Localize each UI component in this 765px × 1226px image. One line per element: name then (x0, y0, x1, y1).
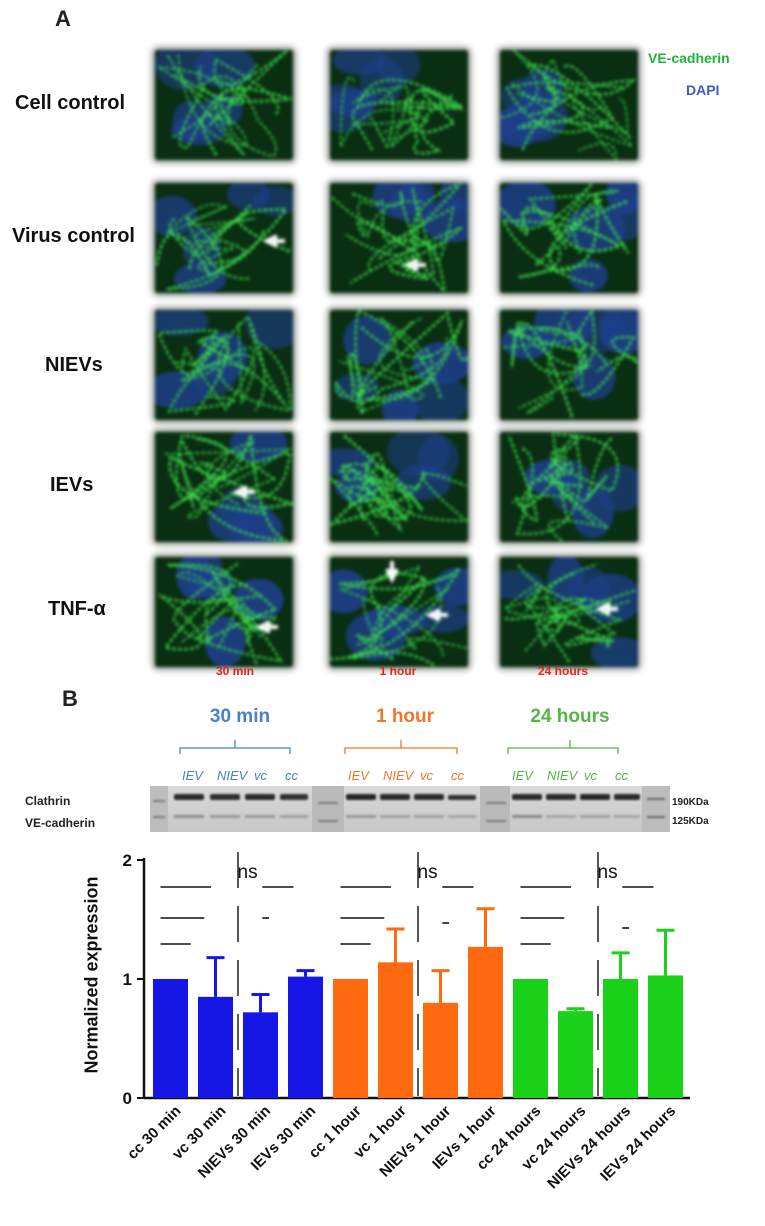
legend-ve-cadherin: VE-cadherin (648, 50, 730, 66)
marker-190kda: 190KDa (672, 797, 709, 808)
lane-label-niev-1: NIEV (217, 768, 248, 783)
lane-label-iev-2: IEV (348, 768, 369, 783)
lane-label-vc-3: vc (584, 768, 597, 783)
panel-b-letter: B (62, 686, 78, 711)
marker-125kda: 125KDa (672, 816, 709, 827)
bar-4 (288, 976, 323, 1098)
time-label-30-min: 30 min (215, 664, 254, 678)
micrograph-r4-c2 (330, 432, 468, 542)
blot-header-30-min: 30 min (209, 706, 271, 727)
micrograph-r5-c1 (155, 557, 293, 667)
time-label-1-hour: 1 hour (379, 664, 417, 678)
bar-2 (198, 996, 233, 1098)
legend-dapi: DAPI (686, 82, 720, 98)
bar-1 (153, 979, 188, 1098)
blot-label-ve-cadherin: VE-cadherin (25, 816, 96, 830)
bar-8 (468, 946, 503, 1098)
lane-label-cc-2: cc (451, 768, 464, 783)
row-label-virus-control: Virus control (12, 225, 135, 247)
ns-label-2: ns (418, 862, 438, 883)
bar-12 (648, 975, 683, 1098)
bar-11 (603, 979, 638, 1098)
blot-label-clathrin: Clathrin (25, 794, 71, 808)
micrograph-r2-c2 (330, 183, 468, 293)
micrograph-r3-c3 (500, 310, 638, 420)
lane-label-vc-1: vc (254, 768, 267, 783)
bar-5 (333, 979, 368, 1098)
time-label-24-hours: 24 hours (537, 664, 588, 678)
lane-label-cc-3: cc (615, 768, 628, 783)
blot-header-24-hours: 24 hours (530, 706, 610, 727)
micrograph-r2-c1 (155, 183, 293, 293)
row-label-nievs: NIEVs (45, 354, 103, 376)
western-blot-image (150, 786, 670, 832)
y-tick-label-0: 0 (123, 1089, 132, 1108)
ns-label-1: ns (238, 862, 258, 883)
blot-group-brackets (179, 740, 619, 754)
lane-label-iev-3: IEV (512, 768, 533, 783)
micrograph-r2-c3 (500, 183, 638, 293)
bar-3 (243, 1012, 278, 1098)
bar-10 (558, 1011, 593, 1098)
ns-label-3: ns (598, 862, 618, 883)
micrograph-r4-c3 (500, 432, 638, 542)
row-label-tnf-alpha: TNF-α (48, 598, 106, 620)
y-tick-label-1: 1 (123, 970, 132, 989)
micrograph-r1-c3 (500, 50, 638, 160)
bar-6 (378, 962, 413, 1098)
row-label-cell-control: Cell control (15, 92, 126, 114)
lane-label-niev-3: NIEV (547, 768, 578, 783)
micrograph-r1-c2 (330, 50, 468, 160)
micrograph-r5-c2 (330, 557, 468, 667)
bar-9 (513, 979, 548, 1098)
row-label-ievs: IEVs (50, 474, 94, 496)
lane-label-cc-1: cc (285, 768, 298, 783)
micrograph-r4-c1 (155, 432, 293, 542)
micrograph-r3-c2 (330, 310, 468, 420)
panel-a-letter: A (55, 6, 71, 31)
lane-label-vc-2: vc (420, 768, 433, 783)
micrograph-r1-c1 (155, 50, 293, 160)
lane-label-niev-2: NIEV (383, 768, 414, 783)
micrograph-r5-c3 (500, 557, 638, 667)
lane-label-iev-1: IEV (182, 768, 203, 783)
blot-header-1-hour: 1 hour (375, 706, 435, 727)
y-tick-label-2: 2 (123, 851, 132, 870)
micrograph-r3-c1 (155, 310, 293, 420)
bar-7 (423, 1002, 458, 1098)
